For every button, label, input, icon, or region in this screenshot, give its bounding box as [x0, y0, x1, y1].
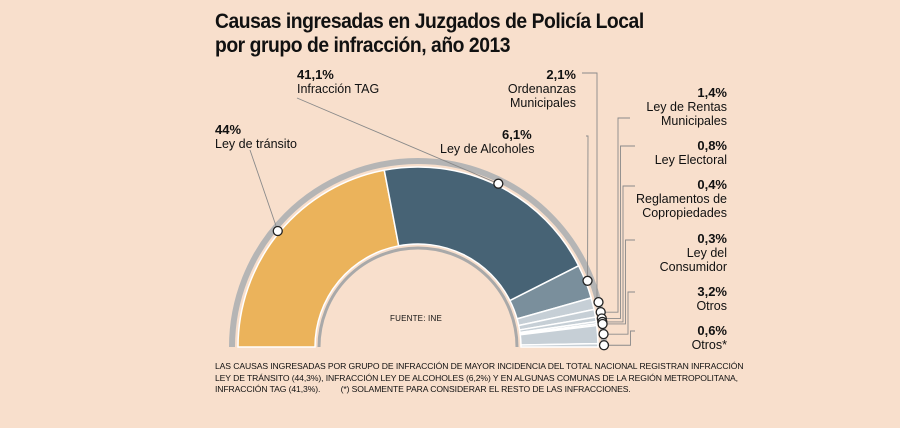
label-copropiedades-name2: Copropiedades [642, 206, 727, 220]
label-ley-alcoholes: 6,1% Ley de Alcoholes [440, 127, 535, 157]
label-otros-asterisco: 0,6% Otros* [612, 323, 727, 353]
label-consumidor-pct: 0,3% [697, 231, 727, 246]
leader-10 [603, 330, 635, 346]
label-ley-transito: 44% Ley de tránsito [215, 122, 297, 152]
marker-9 [598, 329, 609, 340]
label-ley-alcoholes-pct: 6,1% [502, 127, 532, 142]
label-copropiedades-pct: 0,4% [697, 177, 727, 192]
leader-1 [249, 149, 279, 232]
label-ley-alcoholes-name: Ley de Alcoholes [440, 142, 535, 156]
marker-3 [582, 275, 593, 286]
leader-9 [603, 291, 635, 335]
label-consumidor-name2: Consumidor [659, 260, 727, 274]
inner-ring [317, 246, 519, 348]
label-ordenanzas: 2,1% Ordenanzas Municipales [496, 67, 576, 111]
slice-1 [237, 169, 400, 348]
marker-10 [598, 340, 610, 351]
leader-2 [296, 97, 499, 185]
chart-title: Causas ingresadas en Juzgados de Policía… [215, 10, 644, 58]
label-ordenanzas-name1: Ordenanzas [507, 82, 576, 96]
leader-7 [602, 185, 635, 323]
label-electoral-pct: 0,8% [697, 138, 727, 153]
label-copropiedades: 0,4% Reglamentos de Copropiedades [612, 177, 727, 221]
label-otros-asterisco-pct: 0,6% [697, 323, 727, 338]
label-copropiedades-name1: Reglamentos de [635, 192, 727, 206]
leader-lines [249, 72, 635, 346]
slices-group [237, 166, 599, 348]
slice-2 [383, 166, 580, 302]
label-ordenanzas-pct: 2,1% [546, 67, 576, 82]
label-electoral: 0,8% Ley Electoral [612, 138, 727, 168]
marker-2 [493, 178, 504, 189]
source-label: FUENTE: INE [390, 314, 442, 323]
label-ley-transito-name: Ley de tránsito [215, 137, 297, 151]
label-infraccion-tag-name: Infracción TAG [297, 82, 380, 96]
label-otros-pct: 3,2% [697, 284, 727, 299]
label-rentas-name2: Municipales [660, 114, 727, 128]
label-otros-name: Otros [696, 299, 727, 313]
leader-8 [602, 239, 635, 325]
leader-5 [600, 117, 630, 313]
marker-4 [593, 297, 604, 308]
slice-10 [520, 342, 599, 348]
label-infraccion-tag: 41,1% Infracción TAG [297, 67, 380, 97]
label-otros: 3,2% Otros [612, 284, 727, 314]
label-ordenanzas-name2: Municipales [509, 96, 576, 110]
label-otros-asterisco-name: Otros* [691, 338, 727, 352]
label-infraccion-tag-pct: 41,1% [297, 67, 334, 82]
label-electoral-name: Ley Electoral [654, 153, 727, 167]
footnote-line4: (*) Solamente para considerar el resto d… [340, 384, 631, 394]
leader-3 [586, 135, 589, 281]
label-ley-transito-pct: 44% [215, 122, 242, 137]
footnote: Las causas ingresadas por grupo de infra… [215, 361, 745, 396]
marker-8 [597, 318, 608, 330]
footnote-line3: infracción TAG (41,3%). [215, 384, 321, 394]
marker-1 [272, 225, 283, 237]
footnote-line2: de tránsito (44,3%), infracción ley de a… [233, 372, 738, 383]
label-rentas-name1: Ley de Rentas [646, 100, 727, 114]
label-consumidor: 0,3% Ley del Consumidor [612, 231, 727, 275]
chart-title-line2: por grupo de infracción, año 2013 [215, 34, 511, 57]
outer-ring [229, 158, 607, 348]
marker-dots [272, 178, 610, 351]
leader-6 [601, 145, 635, 319]
footnote-line1: Las causas ingresadas por grupo de infra… [215, 361, 744, 383]
label-rentas: 1,4% Ley de Rentas Municipales [612, 85, 727, 129]
label-consumidor-name1: Ley del [686, 246, 727, 260]
label-rentas-pct: 1,4% [697, 85, 727, 100]
chart-title-line1: Causas ingresadas en Juzgados de Policía… [215, 10, 644, 33]
